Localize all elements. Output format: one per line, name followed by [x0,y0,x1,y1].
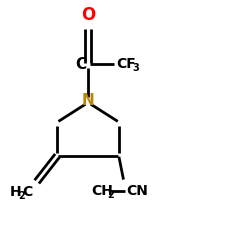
Text: C: C [22,185,33,199]
Text: 2: 2 [107,190,114,200]
Text: CN: CN [126,184,148,198]
Text: C: C [75,57,86,72]
Text: H: H [9,185,21,199]
Text: N: N [82,93,94,108]
Text: 2: 2 [18,191,25,201]
Text: 3: 3 [133,63,139,73]
Text: CH: CH [91,184,113,198]
Text: CF: CF [117,57,136,71]
Text: O: O [81,6,95,24]
